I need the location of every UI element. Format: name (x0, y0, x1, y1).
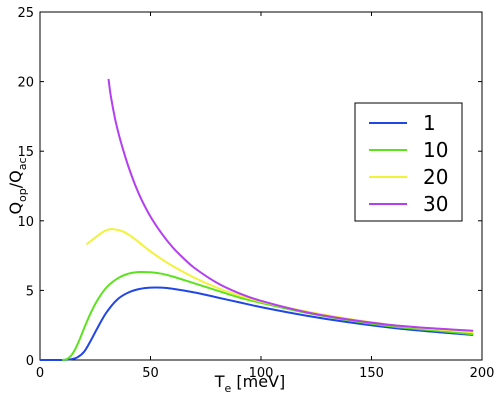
y-tick-label: 5 (26, 284, 34, 299)
legend-items: 1 10 20 30 (369, 111, 448, 216)
y-tick-label: 0 (26, 354, 34, 369)
legend: 1 10 20 30 (354, 102, 463, 222)
series-line-1 (40, 286, 474, 362)
x-tick-label: 0 (36, 366, 44, 381)
legend-label-1: 1 (423, 111, 436, 135)
series-group (40, 78, 474, 362)
x-tick-label: 50 (142, 366, 159, 381)
legend-label-30: 30 (423, 192, 448, 216)
x-tick-label: 150 (359, 366, 384, 381)
x-tick-label: 200 (470, 366, 495, 381)
y-tick-label: 15 (17, 145, 34, 160)
series-line-30 (107, 78, 474, 332)
tick-group: 0 50 100 150 200 0 5 10 15 20 25 (17, 6, 494, 381)
x-tick-label: 100 (249, 366, 274, 381)
y-tick-label: 20 (17, 76, 34, 91)
y-axis-label: Qop/Qac (6, 157, 29, 214)
y-tick-label: 10 (17, 215, 34, 230)
legend-label-20: 20 (423, 165, 448, 189)
y-tick-label: 25 (17, 6, 34, 21)
x-axis-label: Te [meV] (214, 372, 286, 395)
legend-label-10: 10 (423, 138, 448, 162)
